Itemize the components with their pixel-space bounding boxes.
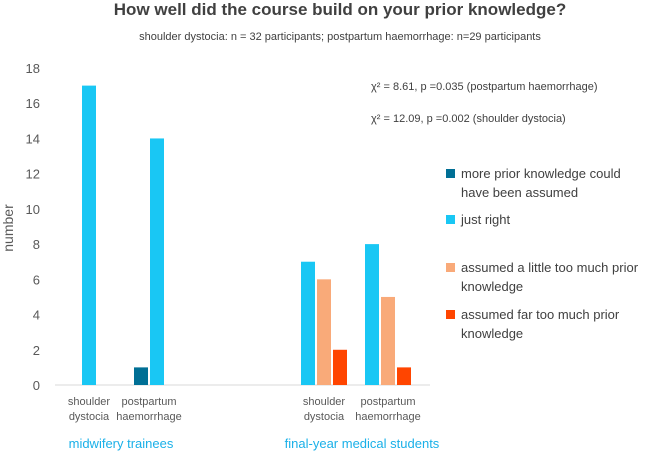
bar xyxy=(397,367,411,385)
category-label: postpartum xyxy=(121,396,176,408)
chart-subtitle: shoulder dystocia: n = 32 participants; … xyxy=(139,31,541,43)
legend-label: more prior knowledge could xyxy=(461,166,621,181)
bar xyxy=(317,279,331,385)
legend-label: knowledge xyxy=(461,279,523,294)
category-label: dystocia xyxy=(69,411,110,423)
legend: more prior knowledge could have been assu… xyxy=(446,166,639,341)
bar xyxy=(150,138,164,385)
category-label: haemorrhage xyxy=(116,411,181,423)
stat-annotation: χ² = 12.09, p =0.002 (shoulder dystocia) xyxy=(371,113,566,125)
y-axis-ticks: 0 2 4 6 8 10 12 14 16 18 xyxy=(26,61,40,393)
y-tick-label: 6 xyxy=(33,272,40,287)
legend-swatch xyxy=(446,215,455,224)
legend-label: knowledge xyxy=(461,326,523,341)
category-label: shoulder xyxy=(303,396,346,408)
group-label-medical-students: final-year medical students xyxy=(285,436,440,451)
bar xyxy=(333,349,347,385)
y-axis-title: number xyxy=(0,204,16,252)
bar xyxy=(82,85,96,385)
y-tick-label: 10 xyxy=(26,202,40,217)
category-label: haemorrhage xyxy=(355,411,420,423)
legend-swatch xyxy=(446,169,455,178)
bar xyxy=(381,296,395,385)
category-labels: shoulder dystocia postpartum haemorrhage sho… xyxy=(68,396,421,423)
y-tick-label: 12 xyxy=(26,167,40,182)
annotations: χ² = 8.61, p =0.035 (postpartum haemorrh… xyxy=(371,81,598,125)
category-label: postpartum xyxy=(360,396,415,408)
y-tick-label: 14 xyxy=(26,131,40,146)
chart-title: How well did the course build on your pr… xyxy=(114,0,566,19)
bars xyxy=(82,85,411,385)
category-label: shoulder xyxy=(68,396,111,408)
legend-label: assumed far too much prior xyxy=(461,307,620,322)
legend-label: assumed a little too much prior xyxy=(461,260,639,275)
category-label: dystocia xyxy=(304,411,345,423)
y-tick-label: 0 xyxy=(33,378,40,393)
bar xyxy=(365,244,379,385)
stat-annotation: χ² = 8.61, p =0.035 (postpartum haemorrh… xyxy=(371,81,598,93)
y-tick-label: 2 xyxy=(33,343,40,358)
legend-swatch xyxy=(446,263,455,272)
bar xyxy=(134,367,148,385)
legend-swatch xyxy=(446,310,455,319)
group-label-midwifery: midwifery trainees xyxy=(69,436,174,451)
bar xyxy=(301,261,315,385)
y-tick-label: 8 xyxy=(33,237,40,252)
legend-label: have been assumed xyxy=(461,185,578,200)
y-tick-label: 4 xyxy=(33,308,40,323)
y-tick-label: 16 xyxy=(26,96,40,111)
legend-label: just right xyxy=(460,212,511,227)
y-tick-label: 18 xyxy=(26,61,40,76)
